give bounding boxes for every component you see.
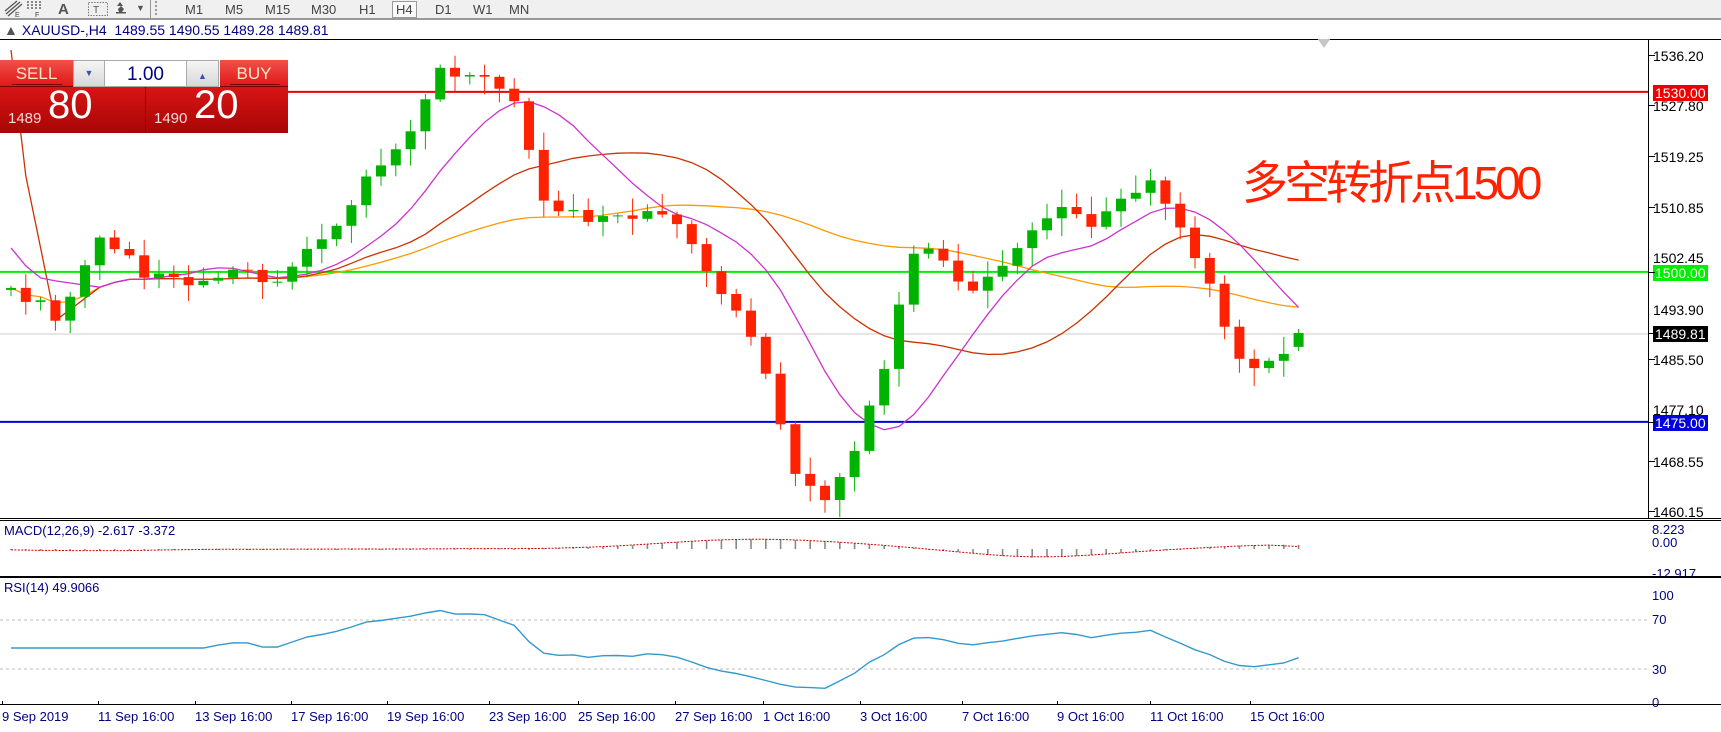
svg-text:F: F: [35, 12, 39, 19]
svg-text:T: T: [93, 5, 99, 16]
svg-text:E: E: [15, 12, 20, 19]
